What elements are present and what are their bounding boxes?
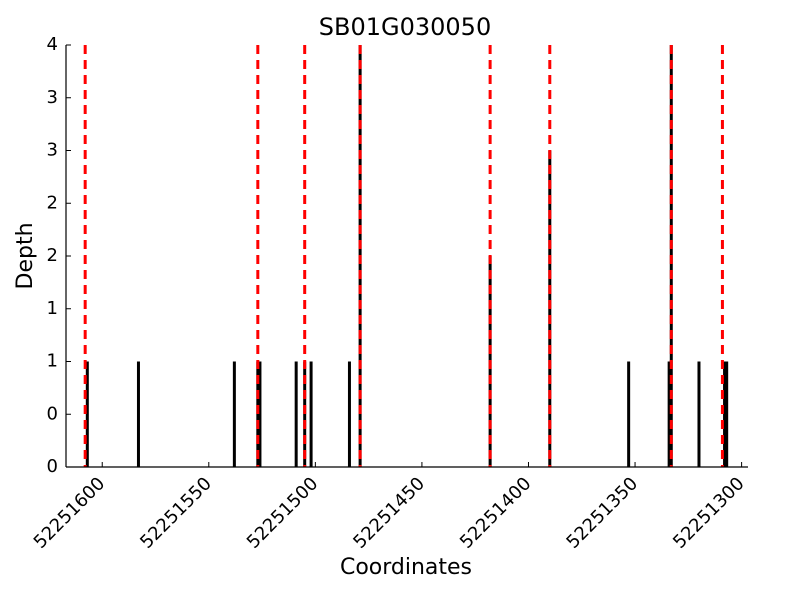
bar xyxy=(85,361,89,467)
y-tick-label: 1 xyxy=(47,351,58,372)
x-axis-label: Coordinates xyxy=(340,555,472,580)
y-tick-label: 2 xyxy=(47,192,58,213)
x-tick-label: 52251350 xyxy=(562,473,642,553)
bar xyxy=(294,361,298,467)
bar xyxy=(697,361,701,467)
y-axis-label: Depth xyxy=(13,222,38,289)
chart-title: SB01G030050 xyxy=(319,13,491,41)
y-tick-label: 3 xyxy=(47,87,58,108)
bar xyxy=(309,361,313,467)
y-tick-label: 0 xyxy=(47,403,58,424)
x-tick-label: 52251300 xyxy=(669,473,749,553)
bar xyxy=(256,361,260,467)
x-tick-label: 52251400 xyxy=(456,473,536,553)
y-tick-label: 4 xyxy=(47,34,58,55)
y-tick-label: 0 xyxy=(47,456,58,477)
x-tick-label: 52251550 xyxy=(136,473,216,553)
bar xyxy=(627,361,631,467)
bar xyxy=(232,361,236,467)
y-tick-label: 3 xyxy=(47,140,58,161)
bar xyxy=(258,361,262,467)
y-tick-label: 1 xyxy=(47,298,58,319)
y-tick-label: 2 xyxy=(47,245,58,266)
bar xyxy=(136,361,140,467)
x-tick-label: 52251450 xyxy=(349,473,429,553)
bar xyxy=(723,361,727,467)
x-tick-label: 52251600 xyxy=(30,473,110,553)
bar xyxy=(303,361,307,467)
bar xyxy=(347,361,351,467)
bar xyxy=(667,361,671,467)
bar xyxy=(725,361,729,467)
x-tick-label: 52251500 xyxy=(243,473,323,553)
